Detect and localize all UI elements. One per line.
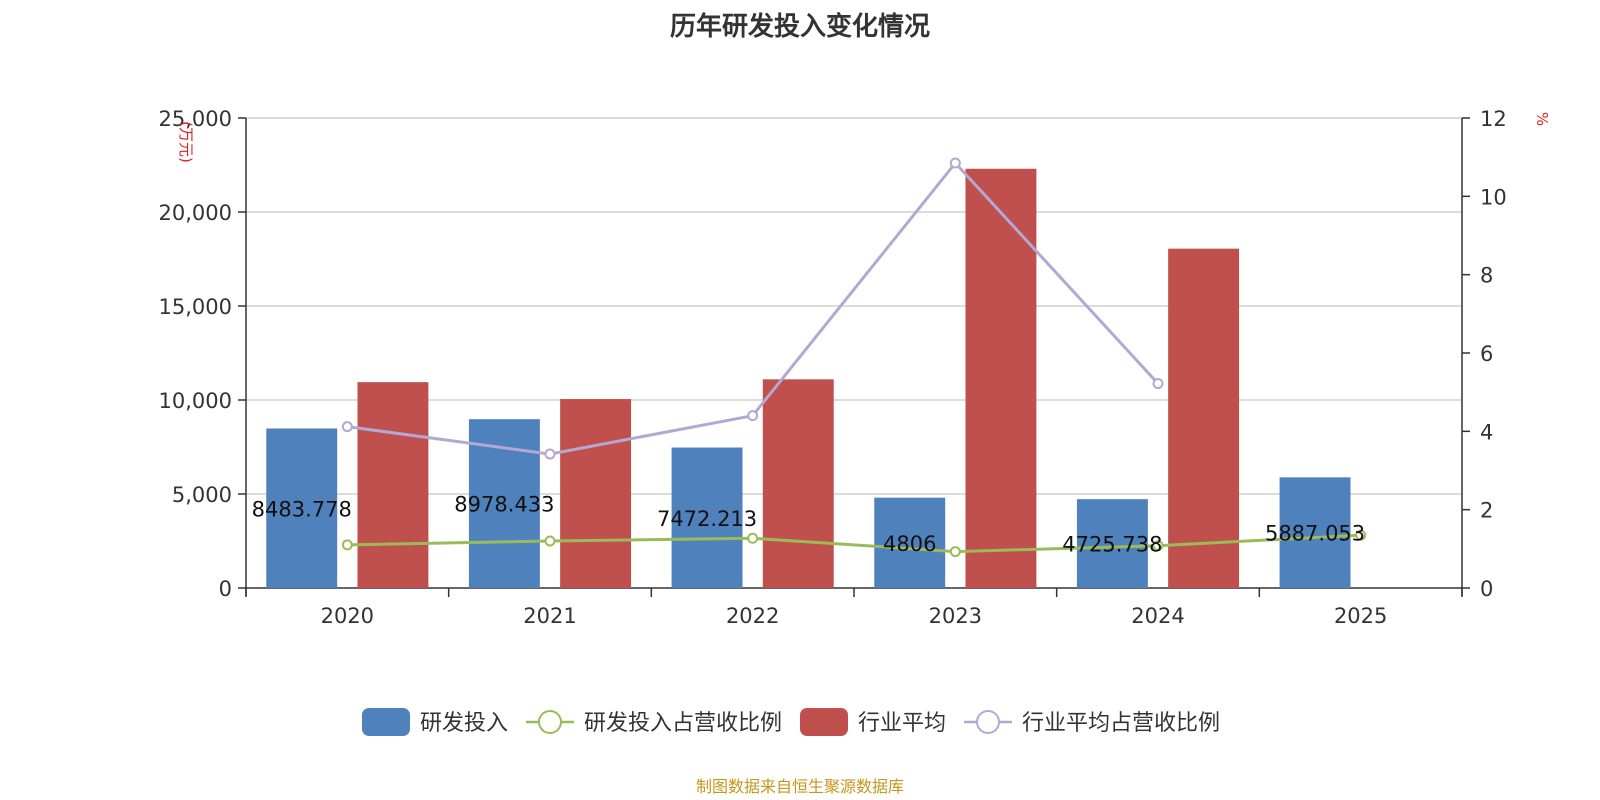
bar-industry-average: [762, 379, 834, 588]
point-rd-ratio: [949, 546, 961, 558]
bar-value-label: 8978.433: [454, 493, 554, 517]
bar-rd-investment: [266, 428, 338, 588]
bar-industry-average: [1168, 248, 1240, 588]
bar-rd-investment: [874, 497, 946, 588]
bar-value-label: 7472.213: [657, 507, 757, 531]
legend-label: 行业平均占营收比例: [1022, 711, 1220, 736]
right-tick-label: 10: [1480, 185, 1507, 209]
right-tick-label: 12: [1480, 107, 1507, 131]
axes: 0 5,000 10,000 15,000 20,000 25,000 0 2 4 6 8 10 12 (…: [159, 107, 1551, 628]
x-tick-label: 2021: [523, 604, 576, 628]
bar-rd-investment: [1076, 499, 1148, 588]
left-tick-label: 15,000: [159, 295, 232, 319]
point-industry-ratio: [544, 448, 556, 460]
source-note: 制图数据来自恒生聚源数据库: [696, 777, 904, 796]
point-rd-ratio: [1355, 529, 1367, 541]
left-axis-unit: (万元): [177, 121, 195, 163]
legend-label: 研发投入占营收比例: [584, 711, 782, 736]
legend: 研发投入 研发投入占营收比例 行业平均 行业平均占营收比例: [362, 708, 1220, 736]
bar-value-label: 8483.778: [252, 497, 352, 521]
bar-value-label: 4806: [883, 532, 936, 556]
x-tick-label: 2020: [321, 604, 374, 628]
point-industry-ratio: [1152, 378, 1164, 390]
legend-swatch-bar: [800, 708, 848, 736]
legend-label: 研发投入: [420, 711, 508, 736]
bar-rd-investment: [1279, 477, 1351, 588]
point-industry-ratio: [949, 157, 961, 169]
point-rd-ratio: [747, 532, 759, 544]
bar-industry-average: [965, 168, 1037, 588]
right-axis-unit: %: [1533, 112, 1551, 126]
chart-title: 历年研发投入变化情况: [670, 11, 930, 42]
legend-label: 行业平均: [858, 711, 946, 736]
x-tick-label: 2023: [929, 604, 982, 628]
right-tick-label: 4: [1480, 420, 1493, 444]
x-tick-label: 2025: [1334, 604, 1387, 628]
right-tick-label: 6: [1480, 342, 1493, 366]
x-tick-label: 2022: [726, 604, 779, 628]
right-tick-label: 2: [1480, 499, 1493, 523]
legend-swatch-marker: [538, 710, 562, 734]
point-rd-ratio: [1152, 540, 1164, 552]
line-rd-ratio: [347, 533, 1361, 554]
legend-swatch-bar: [362, 708, 410, 736]
grid-lines: [246, 117, 1462, 495]
right-tick-label: 8: [1480, 264, 1493, 288]
x-tick-label: 2024: [1131, 604, 1184, 628]
bars: [266, 168, 1351, 588]
point-rd-ratio: [341, 539, 353, 551]
left-tick-label: 5,000: [172, 483, 232, 507]
left-tick-label: 10,000: [159, 389, 232, 413]
point-industry-ratio: [341, 421, 353, 433]
lines: [341, 157, 1367, 558]
left-tick-label: 0: [219, 577, 232, 601]
point-industry-ratio: [747, 410, 759, 422]
left-tick-label: 20,000: [159, 201, 232, 225]
right-tick-label: 0: [1480, 577, 1493, 601]
bar-rd-investment: [671, 447, 743, 588]
left-tick-label: 25,000: [159, 107, 232, 131]
legend-swatch-marker: [976, 710, 1000, 734]
bar-value-label: 4725.738: [1062, 533, 1162, 557]
bar-industry-average: [357, 382, 429, 588]
bar-value-label: 5887.053: [1265, 522, 1365, 546]
data-labels: 8483.778 8978.433 7472.213 4806 4725.738 5887…: [252, 493, 1366, 557]
point-rd-ratio: [544, 535, 556, 547]
bar-industry-average: [560, 399, 632, 588]
